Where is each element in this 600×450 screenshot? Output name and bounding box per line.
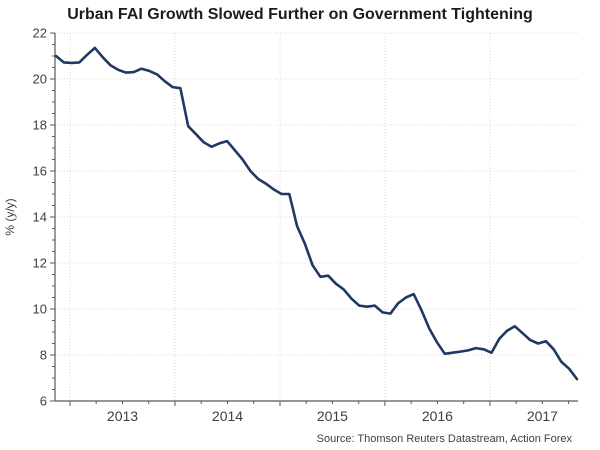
y-tick-label: 22: [33, 26, 47, 41]
x-year-label: 2016: [422, 408, 453, 424]
y-tick-label: 16: [33, 164, 47, 179]
y-tick-label: 8: [40, 348, 47, 363]
fai-growth-line: [54, 46, 579, 381]
y-tick-label: 10: [33, 302, 47, 317]
data-series: [54, 46, 579, 381]
chart-title: Urban FAI Growth Slowed Further on Gover…: [67, 6, 533, 23]
y-tick-label: 18: [33, 118, 47, 133]
x-year-label: 2017: [527, 408, 558, 424]
y-tick-label: 12: [33, 256, 47, 271]
y-axis-label: % (y/y): [3, 198, 17, 235]
axes: [50, 32, 578, 406]
x-year-label: 2015: [317, 408, 348, 424]
y-tick-label: 20: [33, 72, 47, 87]
y-tick-label: 14: [33, 210, 47, 225]
x-year-label: 2013: [107, 408, 138, 424]
axis-labels: 6 8 10 12 14 16 18 20 22 2013 2014 2015 2016 2017: [33, 26, 559, 425]
x-year-label: 2014: [212, 408, 243, 424]
source-note: Source: Thomson Reuters Datastream, Acti…: [316, 433, 572, 445]
y-tick-label: 6: [40, 394, 47, 409]
gridlines: [55, 32, 578, 401]
